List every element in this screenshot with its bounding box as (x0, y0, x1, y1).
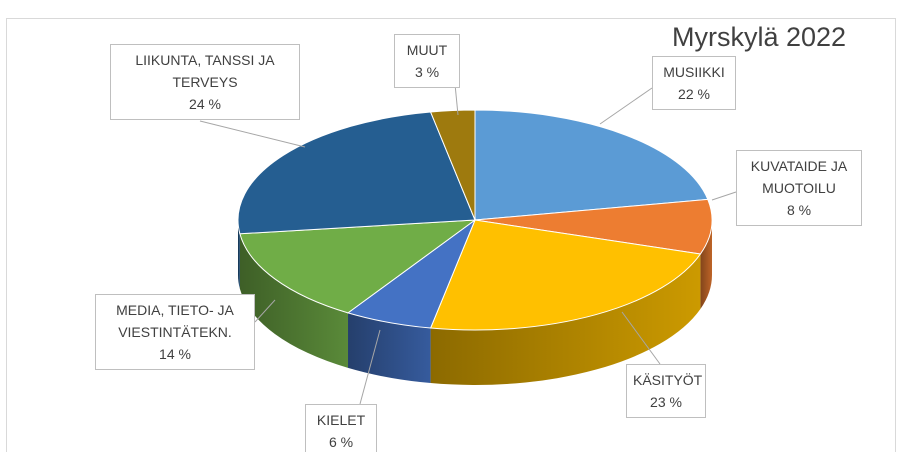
category-label: LIIKUNTA, TANSSI JA TERVEYS (135, 52, 275, 90)
data-label: MUSIIKKI 22 % (652, 56, 736, 110)
slice-side (430, 253, 701, 385)
value-label: 24 % (189, 96, 221, 112)
slice-side (348, 312, 431, 384)
leader-line (711, 191, 737, 201)
category-label: MUSIIKKI (663, 64, 725, 80)
slice (474, 198, 713, 255)
leader-line (254, 299, 276, 323)
data-label: LIIKUNTA, TANSSI JA TERVEYS 24 % (110, 44, 300, 120)
pie-tops (237, 109, 713, 331)
value-label: 14 % (159, 346, 191, 362)
leader-line (621, 311, 661, 365)
data-label: MUUT 3 % (394, 34, 460, 88)
leader-line (199, 120, 306, 148)
slice (429, 109, 476, 221)
leader-line (454, 83, 459, 116)
leader-line (599, 87, 653, 125)
value-label: 23 % (650, 394, 682, 410)
category-label: KUVATAIDE JA MUOTOILU (750, 158, 848, 196)
data-label: MEDIA, TIETO- JA VIESTINTÄTEKN. 14 % (95, 294, 255, 370)
leader-line (359, 329, 381, 405)
category-label: KIELET (316, 412, 366, 428)
pie-sides (238, 220, 712, 385)
category-label: KÄSITYÖT (633, 372, 703, 388)
data-label: KIELET 6 % (305, 404, 377, 452)
slice-side (238, 220, 240, 289)
value-label: 22 % (678, 86, 710, 102)
data-label: KÄSITYÖT 23 % (626, 364, 706, 418)
chart-title: Myrskylä 2022 (672, 22, 847, 52)
value-label: 8 % (786, 202, 812, 218)
slice-side (700, 220, 712, 309)
slice (239, 219, 477, 314)
category-label: MEDIA, TIETO- JA VIESTINTÄTEKN. (116, 302, 234, 340)
category-label: MUUT (406, 42, 448, 58)
chart-frame (6, 18, 896, 452)
slice-side (239, 233, 349, 368)
slice (237, 111, 476, 235)
value-label: 3 % (414, 64, 440, 80)
slice (474, 109, 709, 221)
data-label: KUVATAIDE JA MUOTOILU 8 % (736, 150, 862, 226)
slice (429, 219, 702, 331)
value-label: 6 % (328, 434, 354, 450)
